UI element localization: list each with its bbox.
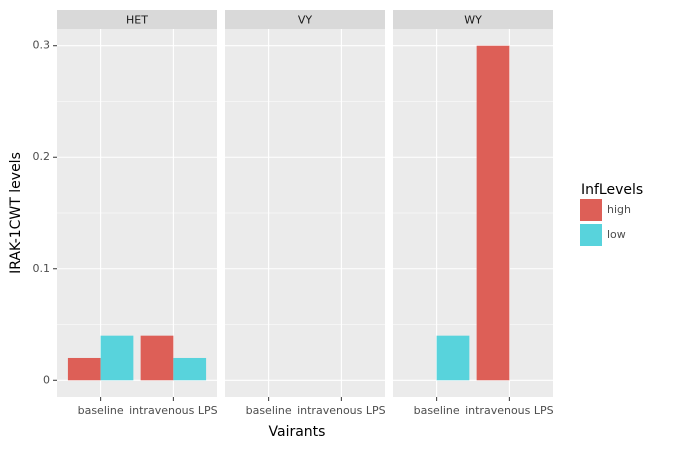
- y-tick-label: 0: [43, 373, 50, 386]
- x-tick-label: baseline: [414, 404, 460, 417]
- bar: [140, 335, 174, 381]
- x-tick-label: intravenous LPS: [465, 404, 554, 417]
- x-tick-label: intravenous LPS: [129, 404, 218, 417]
- strip: [225, 10, 385, 29]
- bar: [100, 335, 134, 381]
- bar: [173, 357, 207, 381]
- x-tick-label: intravenous LPS: [297, 404, 386, 417]
- strip: [57, 10, 217, 29]
- legend-key: [580, 199, 602, 221]
- y-axis-label: IRAK-1CWT levels: [8, 152, 24, 274]
- x-tick-label: baseline: [78, 404, 124, 417]
- y-tick-label: 0.1: [33, 262, 51, 275]
- bar: [436, 335, 470, 381]
- strip-label: HET: [126, 14, 148, 27]
- y-tick-label: 0.2: [33, 150, 51, 163]
- x-axis-label: Vairants: [269, 424, 326, 440]
- legend-key: [580, 224, 602, 246]
- legend-label: high: [607, 203, 631, 216]
- bar: [67, 357, 101, 381]
- legend-label: low: [607, 228, 626, 241]
- legend-title: InfLevels: [581, 182, 643, 198]
- strip-label: WY: [464, 14, 482, 27]
- bar: [476, 45, 510, 381]
- strip-label: VY: [298, 14, 313, 27]
- x-tick-label: baseline: [246, 404, 292, 417]
- y-tick-label: 0.3: [33, 39, 51, 52]
- strip: [393, 10, 553, 29]
